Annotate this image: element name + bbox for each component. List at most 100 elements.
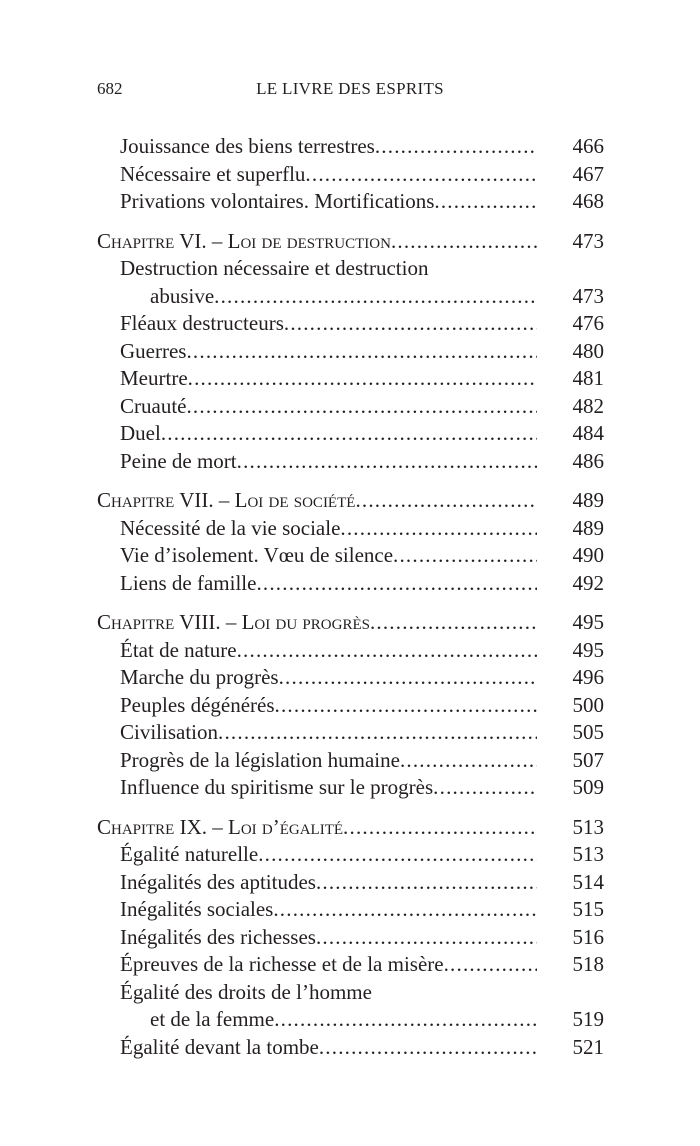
toc-entry-label: Guerres bbox=[120, 338, 187, 363]
toc-entry: Vie d’isolement. Vœu de silence 490 bbox=[97, 542, 604, 570]
toc-section: Jouissance des biens terrestres 466 Nécess… bbox=[97, 133, 604, 216]
dot-leader bbox=[275, 692, 537, 720]
toc-entry-page: 521 bbox=[572, 1034, 605, 1059]
toc-entry-continuation: et de la femme 519 bbox=[97, 1006, 604, 1034]
toc-entry-continuation-page: 519 bbox=[572, 1007, 605, 1031]
dot-leader bbox=[370, 609, 537, 637]
toc-entry-continuation-label: abusive bbox=[150, 283, 215, 308]
toc-entry: Jouissance des biens terrestres 466 bbox=[97, 133, 604, 161]
toc-entry: État de nature 495 bbox=[97, 637, 604, 665]
toc-entry-page: 489 bbox=[572, 515, 605, 540]
toc-entry-label: Cruauté bbox=[120, 393, 187, 418]
toc-entry-label: Meurtre bbox=[120, 366, 188, 390]
dot-leader bbox=[391, 228, 537, 256]
toc-entry-page: 505 bbox=[572, 720, 605, 744]
toc-entry-page: 480 bbox=[572, 338, 605, 363]
toc-entry-label: Liens de famille bbox=[120, 570, 257, 595]
dot-leader bbox=[274, 1006, 537, 1034]
toc-entry-page: 514 bbox=[572, 869, 605, 894]
toc-entry-label: Peuples dégénérés bbox=[120, 692, 275, 717]
dot-leader bbox=[237, 637, 537, 665]
toc-entry-page: 507 bbox=[572, 747, 605, 772]
toc-entry-label: Marche du progrès bbox=[120, 665, 279, 689]
toc-entry: Égalité naturelle 513 bbox=[97, 841, 604, 869]
toc-entry: Privations volontaires. Mortifications 46… bbox=[97, 188, 604, 216]
toc-entry-label: Inégalités des aptitudes bbox=[120, 869, 316, 894]
toc-entry: Peuples dégénérés 500 bbox=[97, 692, 604, 720]
toc-entry: Cruauté 482 bbox=[97, 393, 604, 421]
dot-leader bbox=[284, 310, 537, 338]
chapter-heading-label: Chapitre VII. – Loi de société bbox=[97, 488, 356, 512]
chapter-heading: Chapitre VIII. – Loi du progrès 495 bbox=[97, 609, 604, 637]
toc-entry-label: Fléaux destructeurs bbox=[120, 311, 284, 335]
toc-entry-continuation-label: et de la femme bbox=[150, 1007, 275, 1031]
toc-entry-label: Vie d’isolement. Vœu de silence bbox=[120, 543, 394, 567]
chapter-heading-label: Chapitre VIII. – Loi du progrès bbox=[97, 610, 370, 634]
toc-entry: Liens de famille 492 bbox=[97, 570, 604, 598]
toc-entry-label: Influence du spiritisme sur le progrès bbox=[120, 775, 434, 799]
toc-entry-page: 492 bbox=[572, 570, 605, 595]
toc-entry: Progrès de la législation humaine 507 bbox=[97, 747, 604, 775]
toc-entry-page: 518 bbox=[572, 952, 605, 976]
toc-entry-continuation: abusive 473 bbox=[97, 283, 604, 311]
dot-leader bbox=[444, 951, 537, 979]
toc-section: Chapitre VI. – Loi de destruction 473 Dest… bbox=[97, 228, 604, 476]
toc-entry: Égalité des droits de l’homme bbox=[97, 979, 604, 1007]
toc-entry: Destruction nécessaire et destruction bbox=[97, 255, 604, 283]
toc-entry: Inégalités des richesses 516 bbox=[97, 924, 604, 952]
dot-leader bbox=[400, 747, 537, 775]
toc-entry: Inégalités sociales 515 bbox=[97, 896, 604, 924]
dot-leader bbox=[355, 487, 537, 515]
dot-leader bbox=[218, 719, 537, 747]
toc-entry-label: Destruction nécessaire et destruction bbox=[120, 256, 429, 280]
chapter-heading: Chapitre VII. – Loi de société 489 bbox=[97, 487, 604, 515]
toc-section: Chapitre VII. – Loi de société489Nécessi… bbox=[97, 487, 604, 597]
running-title: LE LIVRE DES ESPRITS bbox=[256, 79, 444, 98]
table-of-contents: Jouissance des biens terrestres 466 Nécess… bbox=[97, 133, 604, 1061]
toc-entry: Guerres 480 bbox=[97, 338, 604, 366]
toc-entry: Égalité devant la tombe 521 bbox=[97, 1034, 604, 1062]
toc-entry-label: Privations volontaires. Mortifications bbox=[120, 189, 435, 213]
toc-entry: Meurtre 481 bbox=[97, 365, 604, 393]
dot-leader bbox=[258, 841, 537, 869]
chapter-heading-page: 473 bbox=[572, 228, 605, 253]
toc-entry: Marche du progrès 496 bbox=[97, 664, 604, 692]
dot-leader bbox=[273, 896, 537, 924]
toc-entry-label: Duel bbox=[120, 421, 161, 445]
dot-leader bbox=[279, 664, 537, 692]
dot-leader bbox=[214, 283, 537, 311]
toc-entry-page: 495 bbox=[572, 637, 605, 662]
dot-leader bbox=[186, 393, 537, 421]
dot-leader bbox=[434, 188, 537, 216]
toc-entry-page: 467 bbox=[572, 161, 605, 186]
toc-section: Chapitre VIII. – Loi du progrès495État d… bbox=[97, 609, 604, 802]
toc-entry: Civilisation 505 bbox=[97, 719, 604, 747]
toc-entry-page: 490 bbox=[572, 543, 605, 567]
toc-entry: Peine de mort 486 bbox=[97, 448, 604, 476]
dot-leader bbox=[188, 365, 537, 393]
toc-entry: Influence du spiritisme sur le progrès 50… bbox=[97, 774, 604, 802]
chapter-heading-page: 495 bbox=[572, 610, 605, 634]
dot-leader bbox=[393, 542, 537, 570]
toc-entry-page: 509 bbox=[572, 775, 605, 799]
toc-entry-label: Progrès de la législation humaine bbox=[120, 747, 400, 772]
toc-entry-label: Épreuves de la richesse et de la misère bbox=[120, 952, 444, 976]
dot-leader bbox=[375, 133, 537, 161]
toc-entry: Épreuves de la richesse et de la misère 5… bbox=[97, 951, 604, 979]
toc-entry: Fléaux destructeurs 476 bbox=[97, 310, 604, 338]
toc-entry-page: 468 bbox=[572, 189, 605, 213]
toc-section: Chapitre IX. – Loi d’égalité513Égalité n… bbox=[97, 814, 604, 1062]
toc-entry-label: Inégalités des richesses bbox=[120, 924, 316, 949]
toc-entry-label: État de nature bbox=[120, 637, 237, 662]
toc-entry: Nécessaire et superflu 467 bbox=[97, 161, 604, 189]
dot-leader bbox=[256, 570, 537, 598]
dot-leader bbox=[340, 515, 537, 543]
toc-entry: Nécessité de la vie sociale 489 bbox=[97, 515, 604, 543]
toc-entry-page: 466 bbox=[572, 134, 605, 158]
dot-leader bbox=[316, 869, 537, 897]
toc-entry-label: Peine de mort bbox=[120, 448, 237, 473]
toc-entry-label: Nécessité de la vie sociale bbox=[120, 515, 341, 540]
dot-leader bbox=[343, 814, 537, 842]
toc-entry-label: Nécessaire et superflu bbox=[120, 161, 306, 186]
toc-entry-label: Égalité des droits de l’homme bbox=[120, 979, 372, 1004]
